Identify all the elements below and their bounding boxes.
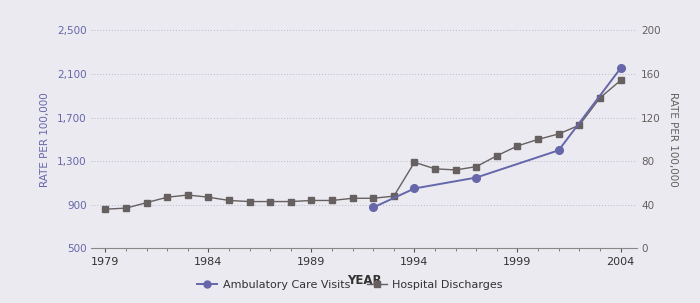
X-axis label: YEAR: YEAR — [346, 274, 382, 287]
Y-axis label: RATE PER 100,000: RATE PER 100,000 — [668, 92, 678, 187]
Legend: Ambulatory Care Visits, Hospital Discharges: Ambulatory Care Visits, Hospital Dischar… — [193, 275, 508, 295]
Y-axis label: RATE PER 100,000: RATE PER 100,000 — [41, 92, 50, 187]
